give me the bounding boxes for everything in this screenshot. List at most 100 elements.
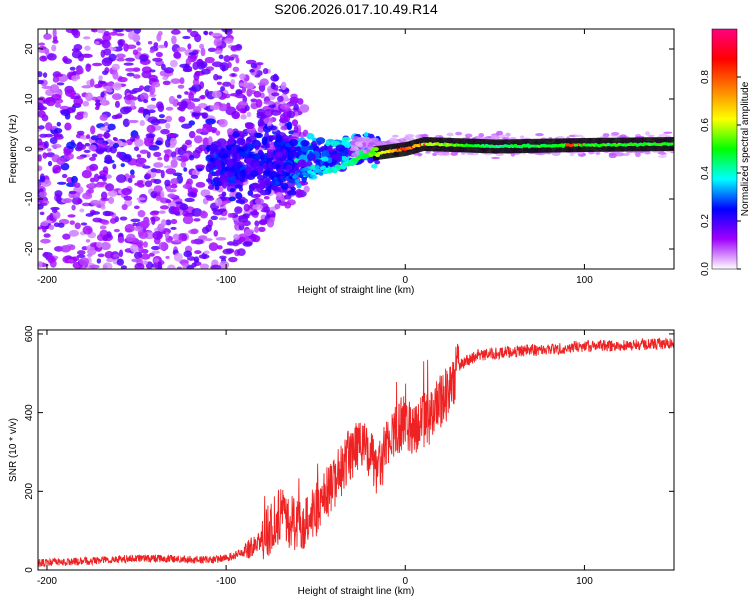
spectrogram-cell [277, 193, 282, 197]
spectrogram-cell [455, 131, 463, 136]
spectrogram-cell [247, 190, 254, 196]
spectrogram-cell [274, 181, 280, 186]
spectrogram-cell [294, 111, 299, 117]
spectrogram-cell [44, 133, 54, 138]
spectrogram-cell [83, 111, 89, 119]
spectrogram-cell [306, 133, 315, 140]
spectrogram-cell [124, 224, 135, 233]
spectrogram-cell [121, 187, 132, 196]
spectrogram-cell [118, 142, 129, 147]
spectrogram-cell [464, 133, 473, 138]
spectrogram-cell [212, 176, 221, 183]
spectrogram-cell [42, 225, 47, 233]
colorbar-tick-label: 0.8 [700, 70, 711, 84]
spectrogram-cell [169, 59, 178, 68]
spectrogram-cell [113, 82, 122, 91]
spectrogram-cell [315, 137, 326, 145]
spectrogram-cell [81, 169, 92, 179]
spectrogram-cell [252, 203, 264, 211]
colorbar-tick-label: 0.6 [700, 118, 711, 132]
spectrogram-cell [115, 53, 126, 59]
spectrogram-cell [193, 72, 200, 81]
spectrogram-cell [308, 150, 314, 160]
spectrogram-cell [120, 265, 128, 269]
spectrogram-cell [321, 165, 327, 170]
spectrogram-cell [85, 92, 93, 102]
spectrogram-cell [151, 245, 161, 251]
spectrogram-cell [282, 148, 287, 155]
spectrogram-cell [179, 77, 185, 85]
spectrogram-cell [52, 164, 62, 174]
spectrogram-cell [72, 29, 81, 39]
spectrogram-cell [191, 208, 203, 217]
spectrogram-cell [209, 143, 218, 153]
spectrogram-cell [111, 114, 119, 120]
spectrogram-cell [181, 123, 193, 129]
spectrogram-cell [221, 29, 233, 33]
spectrogram-cell [149, 252, 155, 257]
spectrogram-cell [261, 136, 268, 146]
spectrogram-cell [144, 173, 151, 179]
spectrogram-cell [71, 75, 78, 82]
spectrogram-cell [81, 85, 92, 89]
spectrogram-cell [285, 164, 293, 171]
spectrogram-cell [132, 222, 137, 227]
spectrogram-cell [293, 125, 299, 134]
spectrogram-cell [215, 237, 227, 241]
spectrogram-cell [213, 230, 219, 237]
spectrogram-cell [133, 29, 142, 35]
spectrogram-cell [39, 188, 44, 192]
spectrogram-cell [139, 149, 149, 154]
snr-x-tick-label: -200 [37, 576, 57, 587]
spectrogram-cell [49, 84, 60, 94]
spectrogram-cell [170, 218, 178, 225]
spectrogram-cell [151, 250, 160, 254]
spectrogram-cell [254, 220, 260, 227]
spectrogram-cell [242, 213, 251, 217]
spectrogram-cell [227, 158, 234, 168]
spectrogram-cell [183, 250, 193, 258]
spectrogram-cell [145, 132, 156, 139]
spectrogram-cell [43, 33, 52, 40]
spectrogram-cell [184, 139, 192, 146]
spectrogram-cell [218, 217, 228, 221]
spectrogram-cell [164, 138, 171, 148]
spectrogram-cell [139, 120, 145, 127]
spectrogram-cell [373, 147, 379, 152]
spectrogram-cell [146, 109, 156, 114]
spectrogram-cell [286, 121, 293, 131]
snr-x-tick-label: 100 [576, 576, 593, 587]
spectrogram-cell [292, 146, 301, 152]
spectrogram-cell [349, 147, 358, 152]
spectrogram-cell [140, 253, 151, 260]
spectrogram-cell [235, 192, 243, 200]
spectrogram-cell [51, 208, 58, 214]
spectrogram-cell [595, 151, 601, 155]
spectrogram-cell [210, 215, 218, 221]
spectrogram-cell [296, 182, 302, 189]
spectrogram-cell [198, 235, 208, 240]
spectrogram-cell [390, 137, 396, 140]
spectrogram-cell [136, 154, 142, 158]
spectrogram-cell [229, 56, 235, 61]
spectrogram-cell [68, 229, 80, 237]
spectrogram-cell [47, 148, 52, 152]
spectrogram-cell [169, 137, 177, 147]
spectrogram-cell [133, 74, 141, 79]
spectrogram-cell [76, 155, 85, 160]
spectrogram-cell [59, 105, 69, 110]
spectrogram-cell [125, 67, 136, 72]
spectrogram-cell [321, 150, 330, 159]
spectrogram-cell [235, 199, 246, 204]
spectrogram-cell [245, 82, 255, 90]
spectrogram-cell [280, 125, 289, 131]
spectrogram-y-tick-label: 0 [24, 146, 35, 152]
spectrogram-cell [415, 134, 420, 139]
spectrogram-cell [184, 91, 189, 95]
spectrogram-cell [39, 190, 47, 198]
spectrogram-cell [89, 177, 96, 183]
spectrogram-cell [76, 66, 84, 75]
spectrogram-cell [256, 108, 266, 115]
spectrogram-cell [160, 169, 165, 179]
